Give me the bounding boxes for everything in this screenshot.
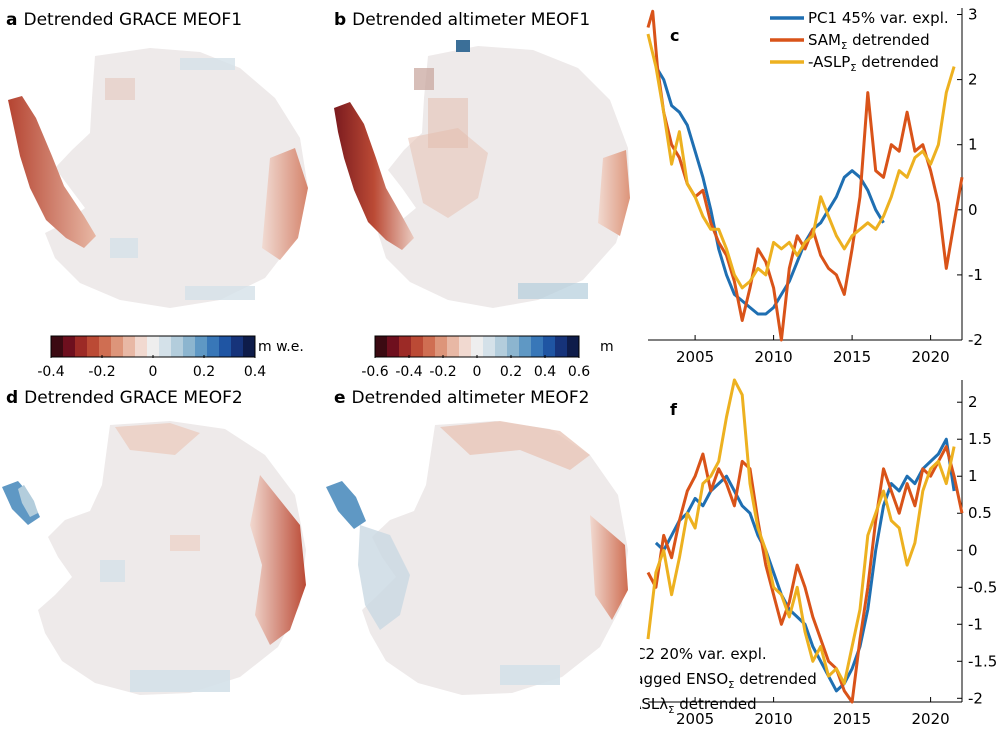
map-e-altimeter-meof2 — [326, 421, 628, 695]
colorbar-tick-label: 0.4 — [533, 364, 557, 380]
colorbar-swatch — [435, 336, 448, 357]
x-tick-label: 2015 — [833, 348, 871, 366]
y-tick-label: -1 — [968, 266, 983, 284]
x-tick-label: 2005 — [676, 348, 714, 366]
y-tick-label: 2 — [968, 393, 978, 411]
colorbar-swatch — [459, 336, 472, 357]
colorbar-altimeter — [374, 335, 580, 358]
panel-letter: c — [670, 26, 679, 45]
colorbar-swatch — [123, 336, 136, 357]
x-tick-label: 2015 — [833, 710, 871, 728]
colorbar-tick-label: -0.4 — [395, 364, 423, 380]
colorbar-swatch — [87, 336, 100, 357]
colorbar-tick-label: -0.4 — [37, 364, 65, 380]
series-line-3 — [646, 33, 956, 290]
y-tick-label: 0.5 — [968, 504, 992, 522]
y-tick-label: -0.5 — [968, 578, 997, 596]
colorbar-swatch — [147, 336, 160, 357]
colorbar-swatch — [375, 336, 388, 357]
y-tick-label: -1 — [968, 615, 983, 633]
colorbar-swatch — [63, 336, 76, 357]
colorbar-swatch — [51, 336, 64, 357]
colorbar-tick-label: 0 — [148, 364, 158, 380]
colorbar-swatch — [471, 336, 484, 357]
colorbar-swatch — [399, 336, 412, 357]
legend-entry: SAMΣ detrended — [808, 31, 930, 52]
colorbar-swatch — [219, 336, 232, 357]
colorbar-swatch — [567, 336, 580, 357]
x-tick-label: 2005 — [676, 710, 714, 728]
colorbar-swatch — [75, 336, 88, 357]
legend-entry: -ASLλΣ detrended — [640, 695, 757, 716]
legend-entry: PC2 20% var. expl. — [640, 645, 767, 663]
panel-e-title: e Detrended altimeter MEOF2 — [334, 388, 590, 408]
colorbar-swatch — [99, 336, 112, 357]
colorbar-swatch — [171, 336, 184, 357]
y-tick-label: 1 — [968, 136, 978, 154]
colorbar-swatch — [531, 336, 544, 357]
colorbar-swatch — [447, 336, 460, 357]
map-a-grace-meof1 — [8, 48, 308, 308]
colorbar-swatch — [231, 336, 244, 357]
y-tick-label: -2 — [968, 689, 983, 707]
colorbar-swatch — [159, 336, 172, 357]
panel-letter: f — [670, 400, 678, 419]
colorbar-swatch — [411, 336, 424, 357]
colorbar-tick-label: 0.2 — [192, 364, 216, 380]
colorbar-tick-label: -0.2 — [429, 364, 457, 380]
colorbar-tick-label: -0.2 — [88, 364, 116, 380]
map-b-altimeter-meof1 — [334, 40, 630, 308]
colorbar-swatch — [543, 336, 556, 357]
colorbar-tick-label: 0.2 — [499, 364, 523, 380]
colorbar-swatch — [195, 336, 208, 357]
colorbar-swatch — [183, 336, 196, 357]
colorbar-swatch — [483, 336, 496, 357]
y-tick-label: 1 — [968, 467, 978, 485]
colorbar-grace-unit: m w.e. — [258, 339, 304, 355]
colorbar-swatch — [519, 336, 532, 357]
colorbar-tick-label: 0.4 — [243, 364, 267, 380]
y-tick-label: -2 — [968, 331, 983, 349]
series-line-3 — [646, 378, 956, 685]
panel-b-title: b Detrended altimeter MEOF1 — [334, 10, 591, 30]
series-line-2 — [646, 445, 964, 704]
colorbar-swatch — [495, 336, 508, 357]
colorbar-swatch — [243, 336, 256, 357]
colorbar-swatch — [135, 336, 148, 357]
chart-c-pc1: -2 -1 0 1 2 3 2005 2010 2015 2020 c PC1 45% var. ex… — [646, 6, 983, 366]
colorbar-swatch — [423, 336, 436, 357]
colorbar-tick-label: -0.6 — [361, 364, 389, 380]
x-tick-label: 2020 — [912, 348, 950, 366]
y-tick-label: 1.5 — [968, 430, 992, 448]
chart-f-pc2: -2 -1.5 -1 -0.5 0 0.5 1 1.5 2 2005 2010 2015 2020 f PC… — [640, 378, 997, 728]
colorbar-altimeter-unit: m — [600, 339, 614, 355]
colorbar-swatch — [555, 336, 568, 357]
legend-entry: Lagged ENSOΣ detrended — [640, 670, 817, 691]
panel-d-title: d Detrended GRACE MEOF2 — [6, 388, 243, 408]
y-tick-label: -1.5 — [968, 652, 997, 670]
colorbar-swatch — [111, 336, 124, 357]
y-tick-label: 0 — [968, 541, 978, 559]
y-tick-label: 2 — [968, 71, 978, 89]
legend-entry: PC1 45% var. expl. — [808, 9, 949, 27]
colorbar-swatch — [387, 336, 400, 357]
colorbar-swatch — [507, 336, 520, 357]
colorbar-tick-label: 0.6 — [567, 364, 591, 380]
y-tick-label: 3 — [968, 6, 978, 24]
x-tick-label: 2010 — [755, 348, 793, 366]
panel-a-title: a Detrended GRACE MEOF1 — [6, 10, 243, 30]
colorbar-tick-label: 0 — [472, 364, 482, 380]
map-d-grace-meof2 — [2, 421, 306, 695]
colorbar-swatch — [207, 336, 220, 357]
colorbar-grace — [50, 335, 256, 358]
series-line-1 — [654, 65, 885, 316]
x-tick-label: 2010 — [755, 710, 793, 728]
y-tick-label: 0 — [968, 201, 978, 219]
legend-entry: -ASLPΣ detrended — [808, 53, 939, 74]
x-tick-label: 2020 — [912, 710, 950, 728]
